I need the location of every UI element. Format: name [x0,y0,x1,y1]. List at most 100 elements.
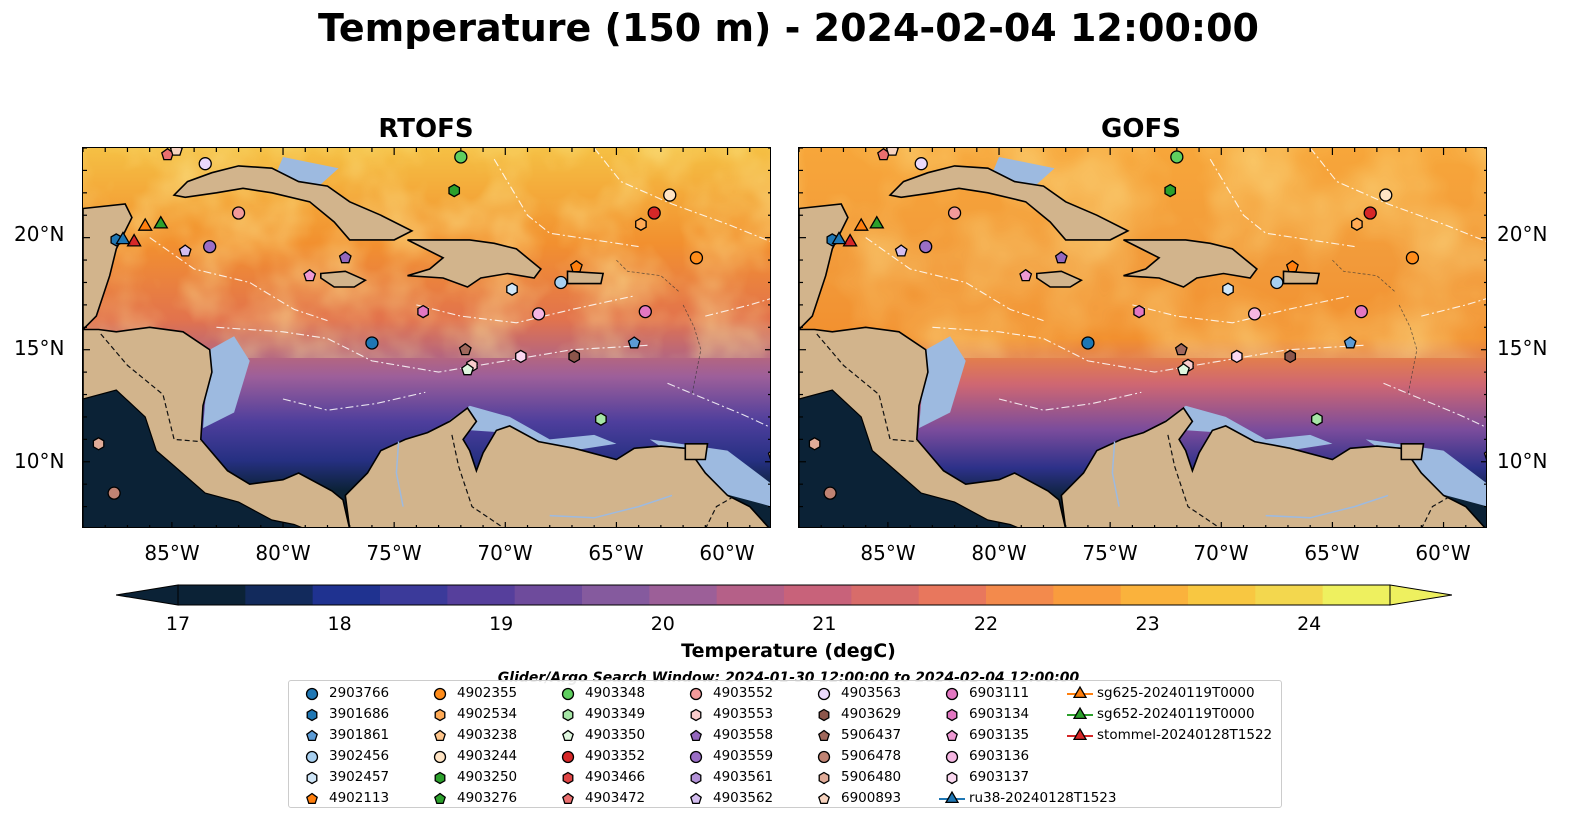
legend-marker-icon [434,708,446,722]
legend-marker-icon [562,771,574,785]
colorbar-bin [851,585,920,605]
legend-marker-icon [690,792,702,805]
xtick-gofs-60w: 60°W [1415,541,1471,565]
station-marker-4903552-rtofs [231,206,246,220]
ytick-right-10n: 10°N [1497,449,1548,473]
legend-label: 4903553 [713,706,774,722]
colorbar-bin [1255,585,1324,605]
legend-label: 5906437 [841,727,902,743]
legend-marker-icon [562,792,574,805]
ytick-left-10n: 10°N [14,449,65,473]
station-marker-4903349-rtofs [595,412,607,426]
legend-marker [562,771,574,785]
colorbar-tick-18: 18 [327,613,352,635]
station-marker-ru38-20240128T1523-gofs [831,231,847,245]
station-marker-4903350-rtofs [461,363,474,376]
colorbar-bin [1188,585,1256,605]
legend-label: 6903137 [969,769,1030,785]
station-marker-4902113-rtofs [569,259,583,273]
station-marker-4903562-gofs [894,244,908,257]
legend-marker-icon [946,729,958,742]
legend-marker-icon [690,729,702,742]
xtick-rtofs-80w: 80°W [255,541,311,565]
station-marker-2903766-rtofs [365,336,379,350]
legend-label: 3902456 [329,748,390,764]
legend-marker-icon [818,792,830,805]
legend-label: 4903238 [457,727,518,743]
legend-marker-icon [689,750,703,764]
station-marker-3901861-gofs [1343,336,1357,349]
land-southAmerica [1060,406,1486,527]
panel-title-rtofs: RTOFS [378,114,474,144]
legend-label: 4903561 [713,769,774,785]
station-marker-3901861-rtofs [627,336,641,349]
land-southAmerica [344,406,770,527]
station-marker-3902457-rtofs [506,282,518,296]
colorbar-tick-19: 19 [489,613,514,635]
figure-title: Temperature (150 m) - 2024-02-04 12:00:0… [317,6,1259,50]
xtick-gofs-80w: 80°W [971,541,1027,565]
station-marker-ru38-20240128T1523-rtofs [115,231,131,245]
legend-marker-icon [561,687,575,701]
legend-label: 4903552 [713,685,774,701]
legend-marker [305,750,319,764]
station-marker-4903629-gofs [1284,349,1297,364]
legend-label: 5906478 [841,748,902,764]
legend-label: 4903629 [841,706,902,722]
colorbar-bin [582,585,650,605]
legend-label: 4902534 [457,706,518,722]
legend-marker [818,708,830,722]
legend-label: 5906480 [841,769,902,785]
legend-marker-icon [561,750,575,764]
legend-marker-icon [689,687,703,701]
xtick-gofs-70w: 70°W [1193,541,1249,565]
legend-label: 3901861 [329,727,390,743]
station-marker-5906480-rtofs [92,437,105,451]
station-marker-6903111-gofs [1354,304,1368,319]
station-marker-stommel-20240128T1522-gofs [842,233,858,247]
xtick-rtofs-75w: 75°W [366,541,422,565]
legend-marker-icon [305,687,319,701]
legend-marker [561,687,575,701]
legend-marker [944,790,960,804]
colorbar-tick-22: 22 [973,613,999,635]
legend-marker-icon [433,750,447,764]
legend-marker-icon [817,750,831,764]
legend-label: 4902113 [329,790,390,806]
station-marker-sg652-20240119T0000-rtofs [153,215,169,229]
colorbar-tick-17: 17 [165,613,191,635]
legend-marker [306,708,318,722]
station-marker-6903134-rtofs [417,304,429,319]
legend-label: 6903111 [969,685,1030,701]
station-marker-4903244-rtofs [663,188,677,202]
station-marker-4903563-rtofs [198,157,212,171]
station-marker-4903629-rtofs [568,349,581,364]
station-marker-4903558-gofs [1054,250,1068,264]
station-marker-3902456-rtofs [554,275,568,290]
station-marker-4902534-rtofs [635,217,647,231]
station-marker-4902534-gofs [1351,217,1363,231]
legend-marker-icon [946,708,958,722]
legend-marker [562,708,574,722]
xtick-rtofs-85w: 85°W [144,541,200,565]
legend-label: 4903250 [457,769,518,785]
station-marker-4902113-gofs [1285,259,1299,273]
xtick-rtofs-60w: 60°W [699,541,755,565]
station-marker-4903348-gofs [1170,150,1184,164]
legend-marker [689,687,703,701]
legend-marker [306,792,318,805]
legend-marker-icon [817,687,831,701]
legend-marker [689,750,703,764]
legend-label: 3901686 [329,706,390,722]
legend-marker [817,750,831,764]
legend-marker-icon [562,729,574,742]
land-trinidad [684,442,709,461]
legend-marker-icon [690,708,702,722]
land-cuba [888,165,1130,241]
station-marker-4903559-gofs [919,239,933,254]
station-marker-6903136-gofs [1247,307,1262,321]
colorbar-bin [716,585,785,605]
legend-label: 3902457 [329,769,390,785]
land-puertoRico [566,270,605,285]
ytick-left-15n: 15°N [14,336,65,360]
